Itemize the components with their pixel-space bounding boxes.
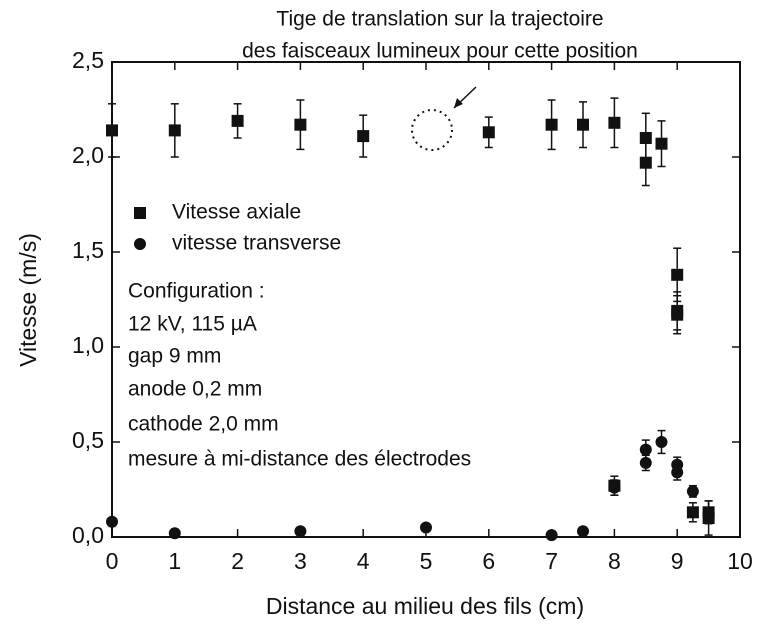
point — [420, 521, 432, 534]
note: 12 kV, 115 µA — [128, 313, 257, 336]
y-tick-label: 2,0 — [72, 142, 104, 168]
point — [231, 114, 244, 127]
point — [545, 529, 558, 542]
y-tick-label: 0,5 — [72, 427, 104, 453]
note: Configuration : — [128, 280, 265, 303]
x-tick-label: 5 — [420, 548, 433, 574]
point — [294, 525, 307, 538]
point — [686, 485, 699, 498]
point — [671, 308, 684, 321]
x-tick-label: 4 — [357, 548, 370, 574]
y-tick-label: 1,5 — [72, 237, 104, 263]
y-tick-label: 2,5 — [72, 47, 104, 73]
point — [655, 137, 668, 150]
y-tick-label: 1,0 — [72, 332, 104, 358]
note: mesure à mi-distance des électrodes — [128, 448, 471, 471]
point — [608, 481, 621, 494]
x-tick-label: 10 — [727, 548, 753, 574]
point — [639, 456, 652, 469]
x-tick-label: 6 — [482, 548, 495, 574]
annotation-line: des faisceaux lumineux pour cette positi… — [242, 40, 638, 63]
point — [106, 515, 118, 528]
y-tick-label: 0,0 — [72, 522, 104, 548]
point — [702, 508, 715, 521]
x-tick-label: 8 — [608, 548, 621, 574]
x-axis-label: Distance au milieu des fils (cm) — [266, 593, 584, 619]
point — [482, 126, 495, 139]
note: anode 0,2 mm — [128, 378, 262, 401]
point — [639, 156, 652, 169]
x-tick-label: 2 — [231, 548, 244, 574]
x-tick-label: 9 — [671, 548, 684, 574]
annotation-line: Tige de translation sur la trajectoire — [276, 8, 603, 31]
point — [545, 118, 558, 131]
legend-marker — [134, 207, 146, 219]
legend-label: vitesse transverse — [172, 232, 341, 255]
note: gap 9 mm — [128, 345, 221, 368]
x-tick-label: 1 — [168, 548, 181, 574]
legend-marker — [134, 238, 146, 250]
arrow-head — [454, 98, 463, 108]
point — [686, 506, 699, 519]
dotted-circle — [411, 109, 453, 151]
point — [106, 124, 118, 137]
point — [655, 436, 668, 448]
x-tick-label: 7 — [545, 548, 558, 574]
legend-label: Vitesse axiale — [172, 201, 301, 224]
point — [168, 527, 181, 540]
x-tick-label: 3 — [294, 548, 307, 574]
note: cathode 2,0 mm — [128, 413, 279, 436]
y-axis-label: Vitesse (m/s) — [15, 233, 41, 367]
point — [168, 124, 181, 137]
point — [577, 525, 589, 538]
point — [639, 132, 652, 144]
point — [357, 130, 370, 143]
point — [608, 116, 621, 129]
point — [671, 466, 684, 479]
x-tick-label: 0 — [106, 548, 119, 574]
point — [577, 118, 589, 131]
point — [294, 118, 307, 131]
point — [639, 443, 652, 456]
point — [671, 268, 684, 281]
